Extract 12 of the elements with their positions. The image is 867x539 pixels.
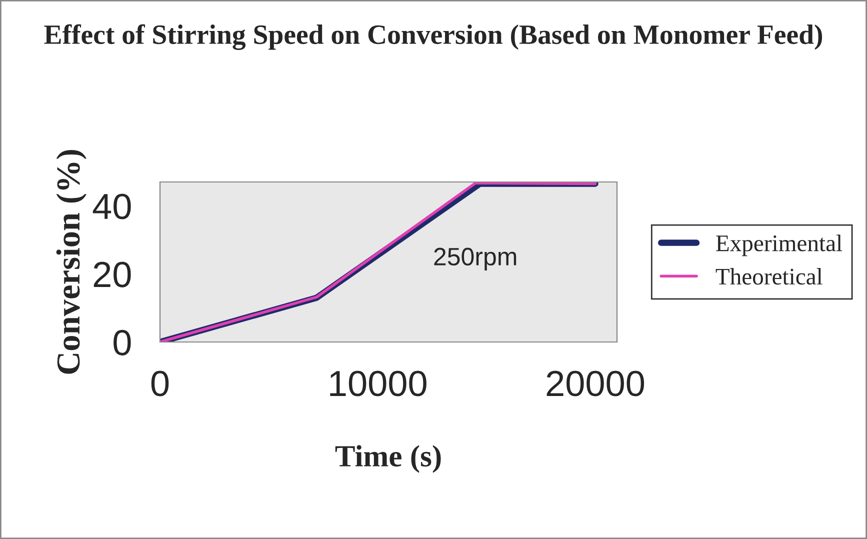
x-tick-label: 20000 [546,370,644,396]
y-axis-title: Conversion (%) [56,150,87,374]
annotation: 250rpm [434,248,516,270]
legend-label: Experimental [716,234,842,256]
chart-title: Effect of Stirring Speed on Conversion (Based on Monomer Feed) [44,24,822,50]
y-tick-label: 20 [94,262,131,288]
x-tick-label: 10000 [330,370,426,396]
x-tick-label: 0 [151,370,169,396]
legend-label: Theoretical [716,268,822,285]
x-axis-title: Time (s) [335,445,441,473]
y-tick-label: 0 [114,330,131,356]
y-tick-label: 40 [92,194,131,220]
